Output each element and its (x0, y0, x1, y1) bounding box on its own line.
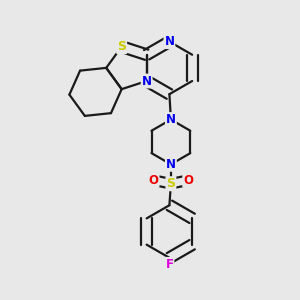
Text: F: F (165, 258, 173, 271)
Text: N: N (164, 35, 174, 48)
Text: N: N (166, 158, 176, 171)
Text: N: N (142, 74, 152, 88)
Text: N: N (166, 113, 176, 126)
Text: O: O (148, 174, 159, 187)
Text: S: S (117, 40, 126, 53)
Text: S: S (167, 177, 176, 190)
Text: O: O (183, 174, 193, 187)
